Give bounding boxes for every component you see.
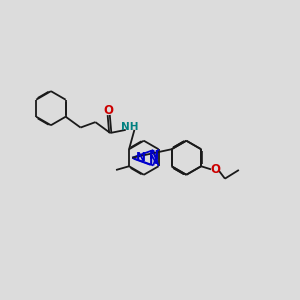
- Text: N: N: [136, 151, 146, 164]
- Text: O: O: [210, 163, 220, 176]
- Text: NH: NH: [121, 122, 139, 132]
- Text: O: O: [104, 104, 114, 117]
- Text: N: N: [149, 149, 159, 162]
- Text: N: N: [149, 154, 159, 167]
